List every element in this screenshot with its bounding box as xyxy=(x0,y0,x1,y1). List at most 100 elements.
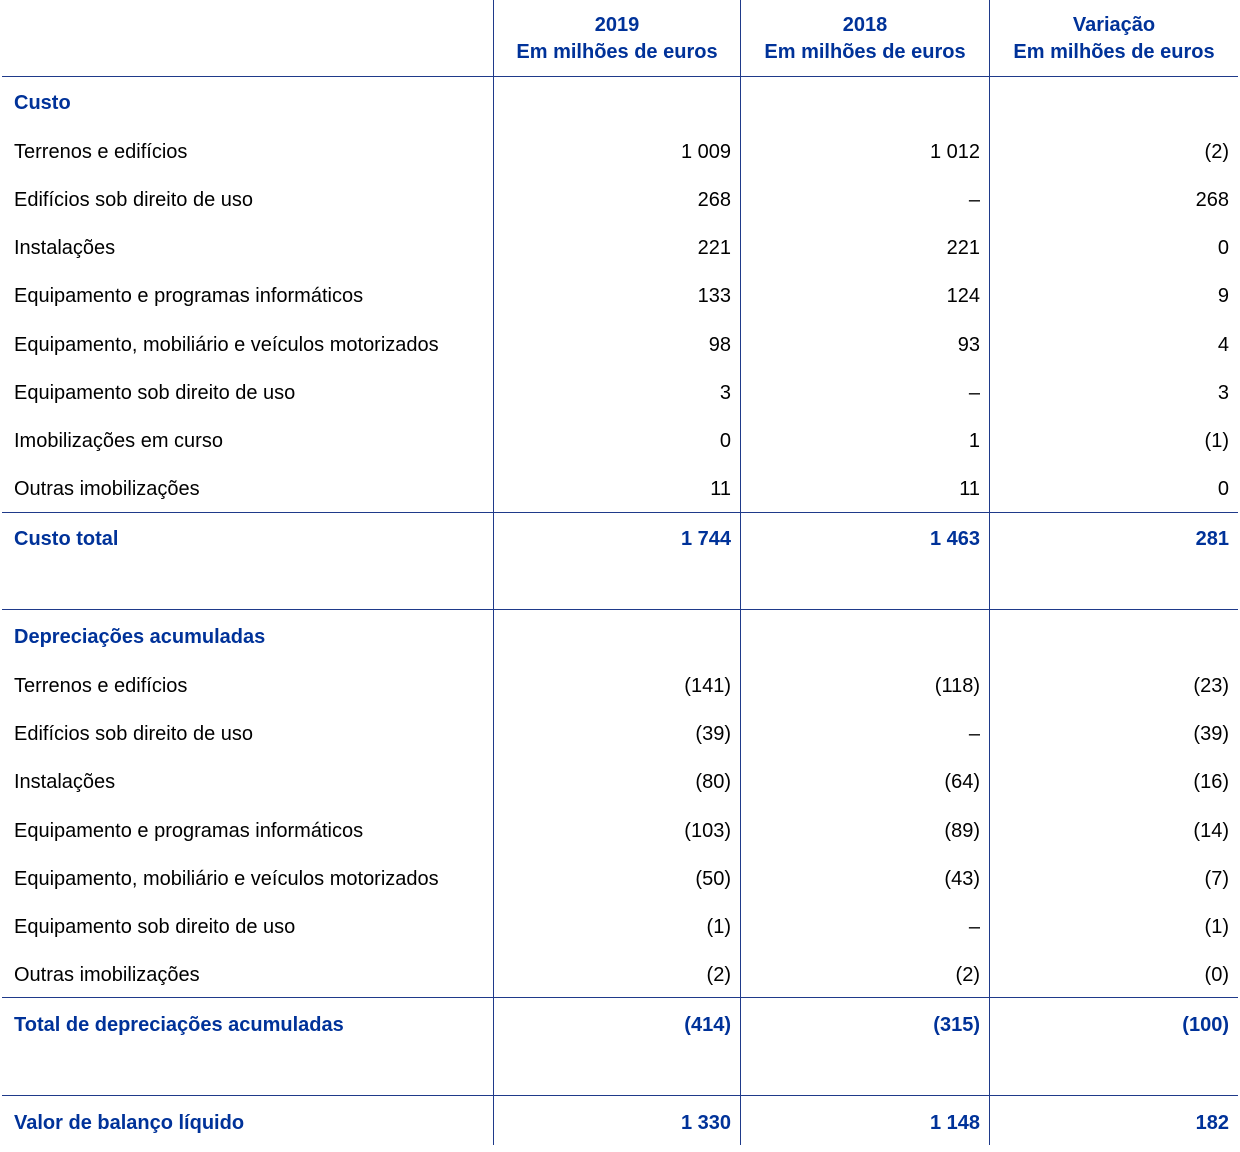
value-variation: 9 xyxy=(1217,285,1229,307)
column-divider-2018 xyxy=(740,0,741,1145)
value-2019: 11 xyxy=(710,478,731,500)
value-variation: (1) xyxy=(1204,430,1229,452)
value-2018: 221 xyxy=(946,237,980,259)
table-row: Equipamento, mobiliário e veículos motor… xyxy=(0,864,1240,894)
value-variation: 4 xyxy=(1217,334,1229,356)
table-row: Equipamento sob direito de uso (1) – (1) xyxy=(0,912,1240,942)
row-label: Equipamento, mobiliário e veículos motor… xyxy=(14,334,439,356)
value-variation: (16) xyxy=(1193,771,1229,793)
row-label: Equipamento e programas informáticos xyxy=(14,820,364,842)
value-variation: 0 xyxy=(1217,237,1229,259)
section-heading-label: Custo xyxy=(14,92,71,114)
value-variation: (2) xyxy=(1204,141,1229,163)
value-2018: 11 xyxy=(959,478,980,500)
value-2019: (103) xyxy=(684,820,731,842)
row-label: Edifícios sob direito de uso xyxy=(14,189,254,211)
table-row: Equipamento e programas informáticos 133… xyxy=(0,281,1240,311)
value-2019: (141) xyxy=(684,675,731,697)
value-2019: 3 xyxy=(719,382,731,404)
total-2019: (414) xyxy=(684,1014,731,1036)
total-2019: 1 744 xyxy=(680,528,731,550)
total-variation: (100) xyxy=(1182,1014,1229,1036)
row-label: Equipamento sob direito de uso xyxy=(14,916,296,938)
value-2018: 124 xyxy=(946,285,980,307)
section-heading-label: Depreciações acumuladas xyxy=(14,626,266,648)
row-label: Terrenos e edifícios xyxy=(14,141,188,163)
value-2018: (43) xyxy=(944,868,980,890)
value-2019: (1) xyxy=(706,916,731,938)
column-divider-variation xyxy=(989,0,990,1145)
table-row: Instalações (80) (64) (16) xyxy=(0,767,1240,797)
section-heading-cost: Custo xyxy=(0,88,1240,118)
header-rule xyxy=(2,76,1238,77)
column-header-variation: Variação Em milhões de euros xyxy=(990,12,1238,66)
value-2018: – xyxy=(968,382,980,404)
total-row-cost: Custo total 1 744 1 463 281 xyxy=(0,524,1240,554)
column-header-unit: Em milhões de euros xyxy=(516,41,718,63)
total-label: Total de depreciações acumuladas xyxy=(14,1014,344,1036)
value-variation: (7) xyxy=(1204,868,1229,890)
value-2018: 93 xyxy=(957,334,980,356)
net-value-label: Valor de balanço líquido xyxy=(14,1112,245,1134)
value-variation: (14) xyxy=(1193,820,1229,842)
value-2018: 1 xyxy=(968,430,980,452)
net-value-rule xyxy=(2,1095,1238,1096)
value-2019: 98 xyxy=(708,334,731,356)
value-variation: (0) xyxy=(1204,964,1229,986)
value-2018: 1 012 xyxy=(929,141,980,163)
table-row: Equipamento, mobiliário e veículos motor… xyxy=(0,330,1240,360)
row-label: Equipamento, mobiliário e veículos motor… xyxy=(14,868,439,890)
net-value-variation: 182 xyxy=(1195,1112,1229,1134)
net-value-2019: 1 330 xyxy=(680,1112,731,1134)
value-variation: 268 xyxy=(1195,189,1229,211)
column-divider-2019 xyxy=(493,0,494,1145)
column-header-unit: Em milhões de euros xyxy=(1013,41,1215,63)
value-2018: – xyxy=(968,723,980,745)
total-2018: (315) xyxy=(933,1014,980,1036)
value-variation: (1) xyxy=(1204,916,1229,938)
value-variation: 0 xyxy=(1217,478,1229,500)
value-2018: (89) xyxy=(944,820,980,842)
table-row: Terrenos e edifícios (141) (118) (23) xyxy=(0,671,1240,701)
value-2019: 1 009 xyxy=(680,141,731,163)
row-label: Terrenos e edifícios xyxy=(14,675,188,697)
value-2018: – xyxy=(968,916,980,938)
column-header-unit: Em milhões de euros xyxy=(764,41,966,63)
depreciation-total-rule xyxy=(2,997,1238,998)
section-heading-depreciation: Depreciações acumuladas xyxy=(0,622,1240,652)
value-variation: (23) xyxy=(1193,675,1229,697)
row-label: Instalações xyxy=(14,237,116,259)
row-label: Equipamento e programas informáticos xyxy=(14,285,364,307)
value-2019: 221 xyxy=(697,237,731,259)
total-row-depreciation: Total de depreciações acumuladas (414) (… xyxy=(0,1010,1240,1040)
table-row: Terrenos e edifícios 1 009 1 012 (2) xyxy=(0,137,1240,167)
row-label: Outras imobilizações xyxy=(14,964,200,986)
depreciation-section-rule xyxy=(2,609,1238,610)
table-row: Edifícios sob direito de uso (39) – (39) xyxy=(0,719,1240,749)
table-row: Equipamento sob direito de uso 3 – 3 xyxy=(0,378,1240,408)
value-2018: (118) xyxy=(934,675,980,697)
value-2019: 133 xyxy=(697,285,731,307)
row-label: Outras imobilizações xyxy=(14,478,200,500)
row-label: Imobilizações em curso xyxy=(14,430,223,452)
table-row: Outras imobilizações 11 11 0 xyxy=(0,474,1240,504)
value-2018: – xyxy=(968,189,980,211)
row-label: Edifícios sob direito de uso xyxy=(14,723,254,745)
row-label: Instalações xyxy=(14,771,116,793)
table-row: Outras imobilizações (2) (2) (0) xyxy=(0,960,1240,990)
table-row: Instalações 221 221 0 xyxy=(0,233,1240,263)
net-value-2018: 1 148 xyxy=(929,1112,980,1134)
row-label: Equipamento sob direito de uso xyxy=(14,382,296,404)
total-label: Custo total xyxy=(14,528,119,550)
net-value-row: Valor de balanço líquido 1 330 1 148 182 xyxy=(0,1108,1240,1138)
table-row: Edifícios sob direito de uso 268 – 268 xyxy=(0,185,1240,215)
value-variation: 3 xyxy=(1217,382,1229,404)
table-row: Imobilizações em curso 0 1 (1) xyxy=(0,426,1240,456)
value-2018: (2) xyxy=(955,964,980,986)
column-header-year: 2018 xyxy=(842,14,888,36)
cost-total-rule xyxy=(2,512,1238,513)
value-2019: (50) xyxy=(695,868,731,890)
column-header-year: 2019 xyxy=(594,14,640,36)
value-2019: (39) xyxy=(695,723,731,745)
